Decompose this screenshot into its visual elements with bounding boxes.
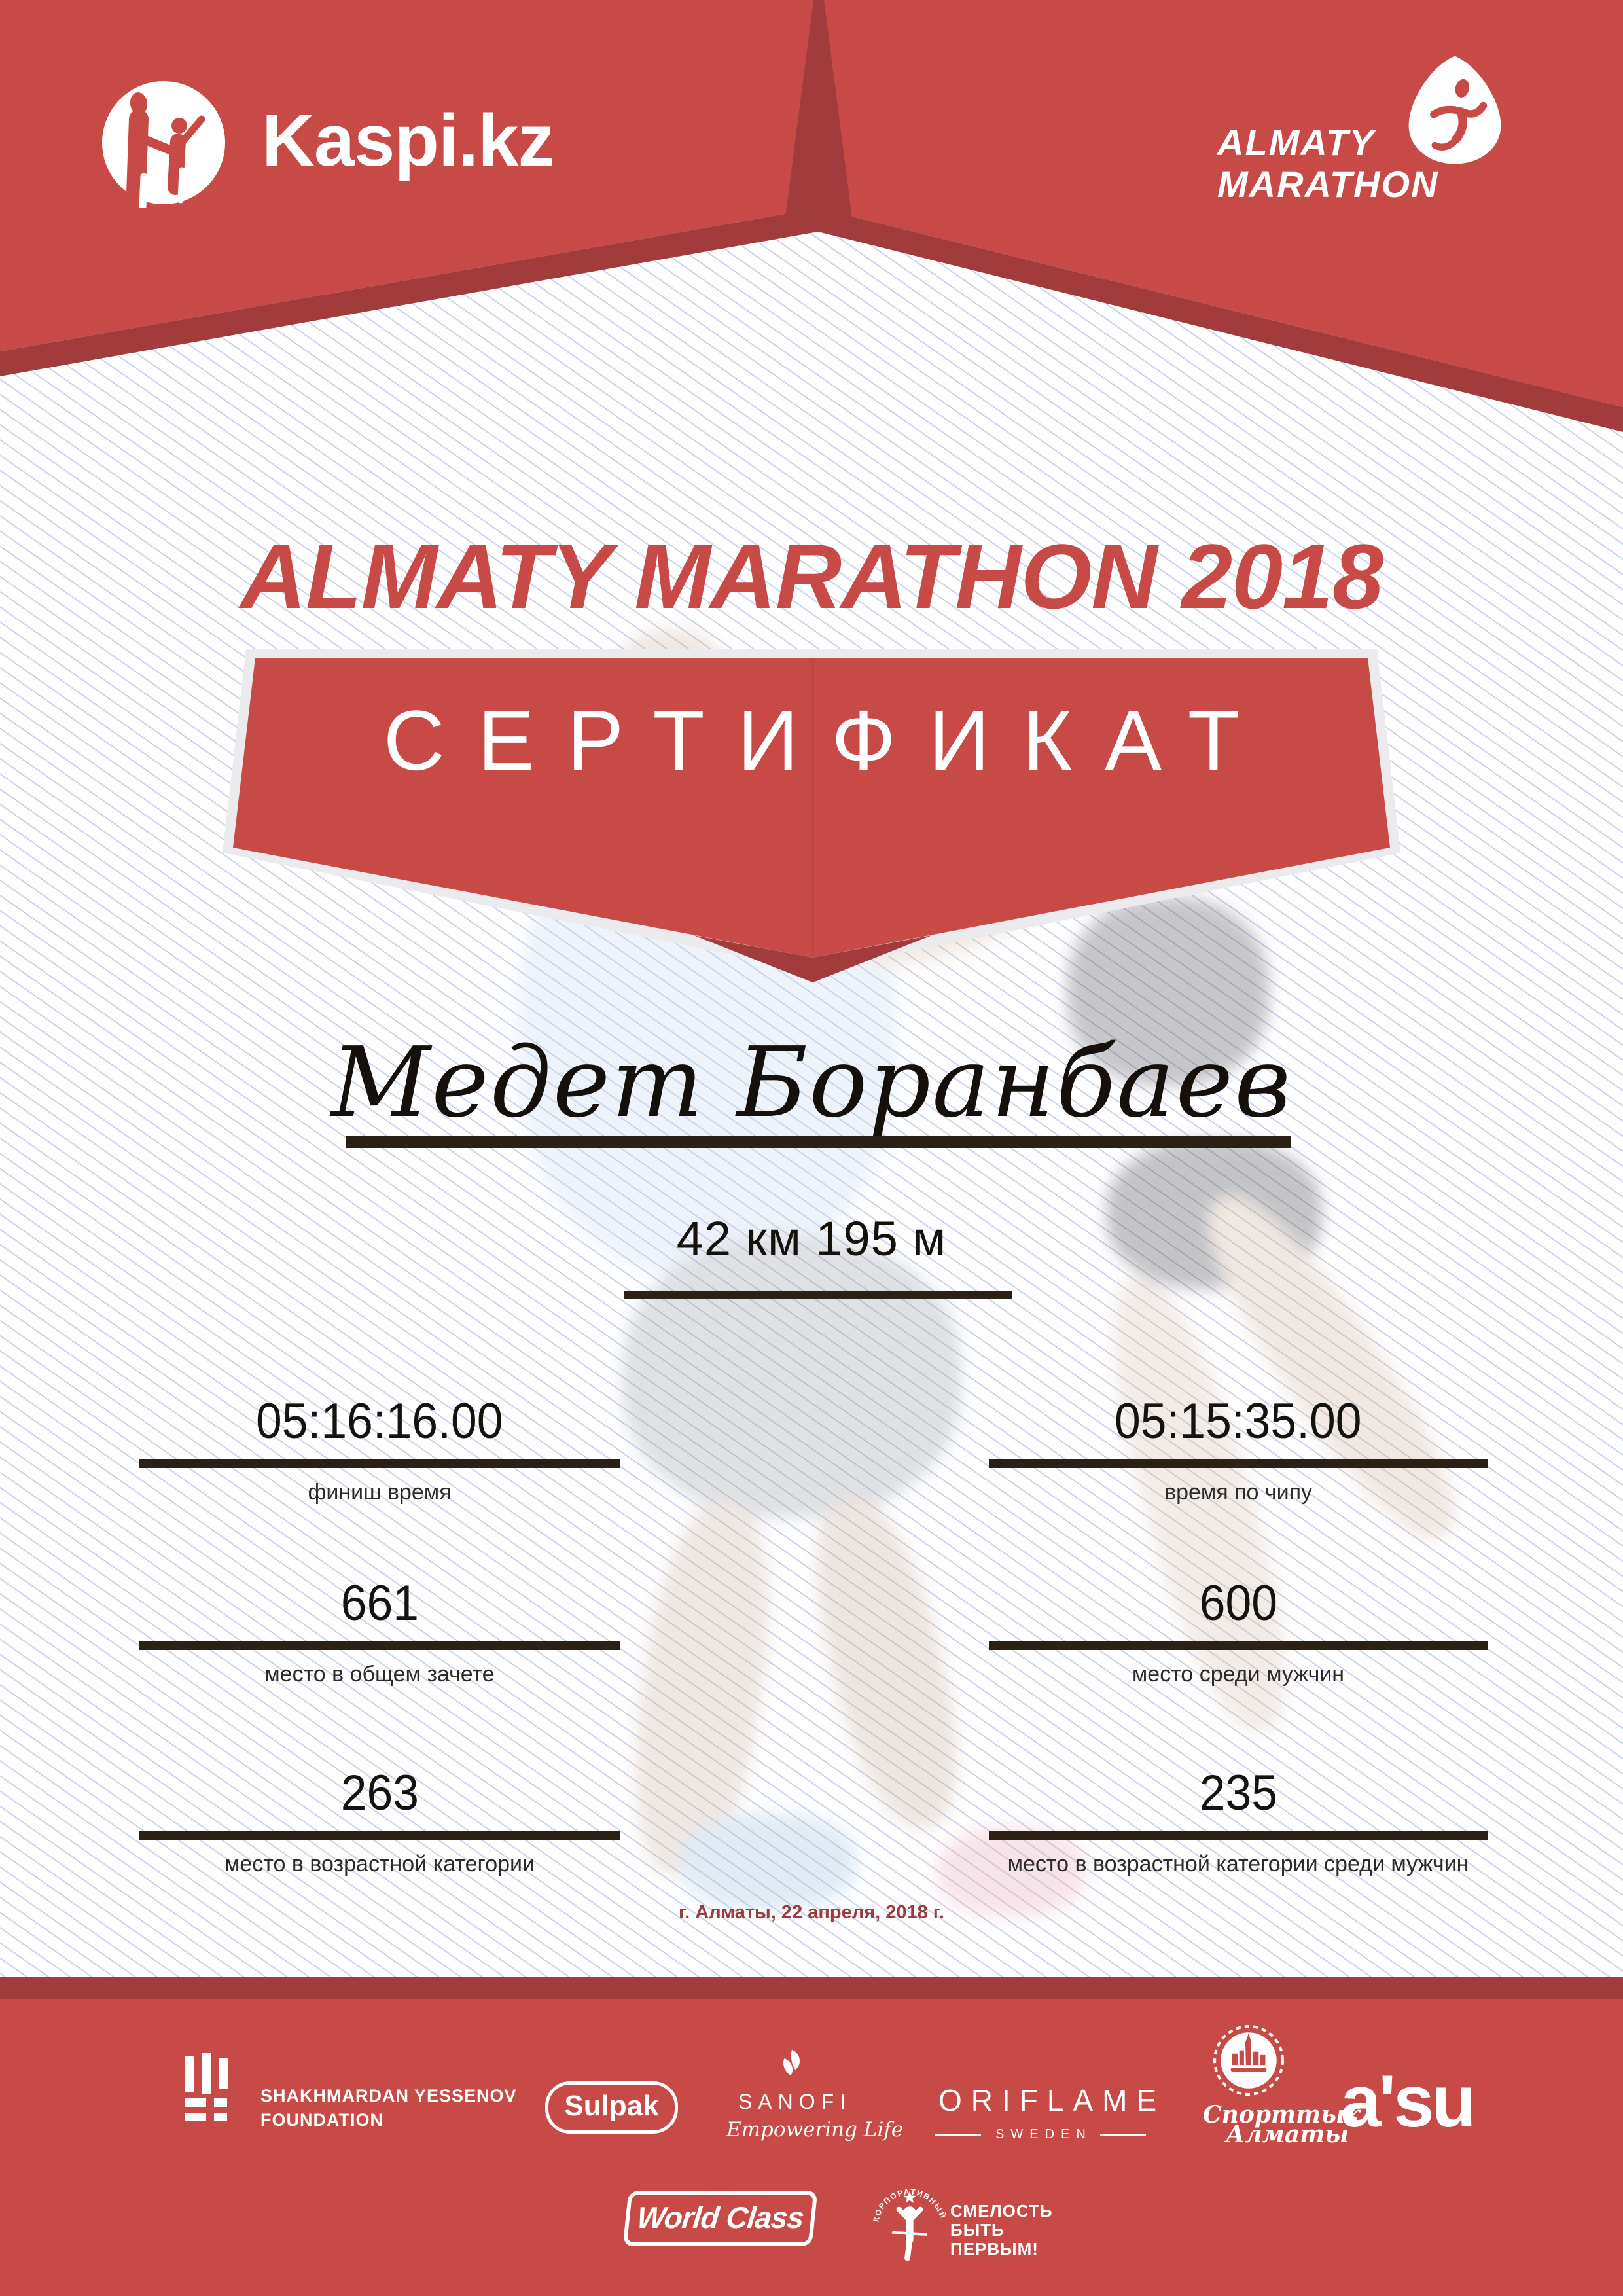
sponsors-footer: SHAKHMARDAN YESSENOV FOUNDATION Sulpak S… — [0, 1999, 1623, 2296]
sanofi-bird-icon — [783, 2049, 800, 2076]
fund-slogan: СМЕЛОСТЬ БЫТЬ ПЕРВЫМ! — [950, 2201, 1053, 2259]
stat-label: место среди мужчин — [1132, 1662, 1345, 1687]
kaspi-logo: Kaspi.kz — [98, 77, 596, 211]
oriflame-logo: ORIFLAME SWEDEN — [929, 2083, 1156, 2142]
stat-value: 235 — [1199, 1765, 1277, 1821]
certificate-ribbon — [223, 649, 1400, 982]
stat-value: 05:16:16.00 — [256, 1393, 503, 1449]
sport-almaty-emblem — [1213, 2025, 1284, 2096]
yessenov-foundation-wordmark: SHAKHMARDAN YESSENOV FOUNDATION — [260, 2086, 517, 2130]
almaty-marathon-runner-icon — [1408, 56, 1501, 164]
footer-top-edge — [0, 1977, 1623, 1999]
yessenov-foundation-icon — [185, 2053, 228, 2121]
kaspi-wordmark: Kaspi.kz — [262, 99, 554, 181]
stat-men-place: 600 место среди мужчин — [911, 1575, 1565, 1687]
asu-logo: a'su — [1340, 2060, 1476, 2142]
stat-chip-time: 05:15:35.00 время по чипу — [911, 1393, 1565, 1505]
stat-rule — [139, 1831, 620, 1840]
event-title: ALMATY MARATHON 2018 — [240, 525, 1383, 628]
distance-value: 42 км 195 м — [676, 1211, 947, 1266]
almaty-marathon-wordmark: ALMATY MARATHON — [1217, 122, 1439, 205]
stat-rule — [139, 1459, 620, 1468]
header-band — [0, 0, 1623, 432]
stat-age-place: 263 место в возрастной категории — [52, 1765, 707, 1877]
stat-label: место в возрастной категории — [224, 1852, 535, 1876]
participant-name: Медет Боранбаев — [330, 1026, 1293, 1139]
stat-rule — [989, 1641, 1488, 1650]
stat-label: место в возрастной категории среди мужчи… — [1007, 1852, 1469, 1876]
oriflame-rule-left — [935, 2134, 982, 2136]
stat-value: 661 — [340, 1575, 419, 1631]
stat-age-men-place: 235 место в возрастной категории среди м… — [911, 1765, 1565, 1877]
oriflame-rule-right — [1099, 2134, 1146, 2136]
certificate-label: СЕРТИФИКАТ — [383, 692, 1273, 788]
distance-underline — [624, 1291, 1012, 1299]
stat-label: финиш время — [308, 1480, 452, 1505]
corporate-fund-emblem: КОРПОРАТИВНЫЙ ФОНД — [867, 2174, 947, 2261]
date-line: г. Алматы, 22 апреля, 2018 г. — [679, 1902, 944, 1923]
stat-value: 263 — [340, 1765, 419, 1821]
sulpak-logo: Sulpak — [545, 2081, 678, 2134]
stat-value: 600 — [1199, 1575, 1277, 1631]
world-class-logo: World Class — [622, 2191, 818, 2246]
name-underline — [346, 1136, 1291, 1148]
sport-almaty-wordmark-line1: Спорттык — [1203, 2101, 1361, 2128]
stat-label: место в общем зачете — [264, 1662, 495, 1687]
stat-rule — [989, 1831, 1488, 1840]
kaspi-icon — [102, 81, 225, 211]
sport-almaty-wordmark-line2: Алматы — [1226, 2121, 1349, 2148]
stat-value: 05:15:35.00 — [1115, 1393, 1362, 1449]
stat-overall-place: 661 место в общем зачете — [52, 1575, 707, 1687]
stat-finish-time: 05:16:16.00 финиш время — [52, 1393, 707, 1505]
stat-label: время по чипу — [1164, 1480, 1312, 1505]
stat-rule — [989, 1459, 1488, 1468]
sanofi-logo: SANOFI Empowering Life — [726, 2049, 903, 2142]
stat-rule — [139, 1641, 620, 1650]
